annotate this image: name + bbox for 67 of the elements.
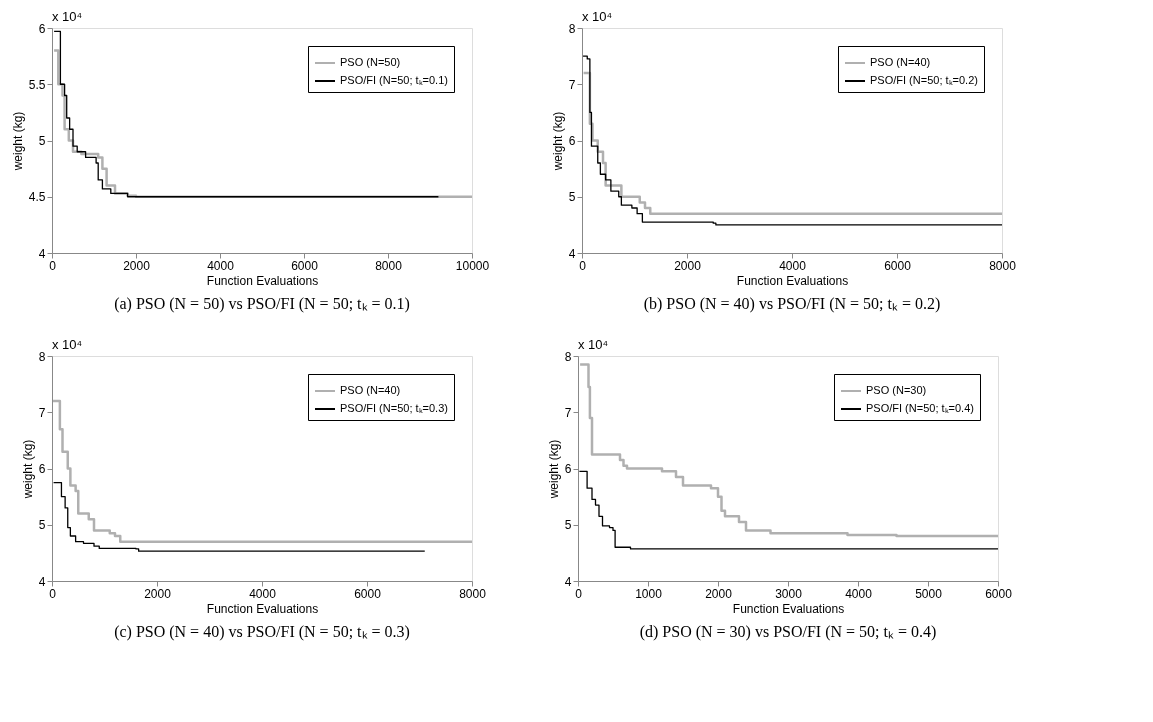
y-tick-label: 5.5 bbox=[28, 77, 46, 92]
x-tick-label: 4000 bbox=[207, 258, 235, 273]
x-tick-label: 1000 bbox=[635, 586, 663, 601]
y-tick-label: 4 bbox=[38, 574, 46, 589]
text: (d) PSO (N = 30) vs PSO/FI (N = 50; tₖ = 0.4) bbox=[639, 623, 937, 641]
y-tick-label: 5 bbox=[38, 518, 46, 533]
x-tick-label: 0 bbox=[575, 586, 583, 601]
legend-label: PSO/FI (N=50; tₖ=0.2) bbox=[870, 74, 978, 86]
x-tick-label: 2000 bbox=[144, 586, 172, 601]
x-tick-label: 4000 bbox=[249, 586, 277, 601]
x-tick-label: 0 bbox=[49, 586, 57, 601]
y-tick-label: 4 bbox=[568, 246, 576, 261]
y-tick-label: 8 bbox=[564, 349, 572, 364]
y-axis-title: weight (kg) bbox=[546, 439, 561, 500]
y-tick-label: 7 bbox=[564, 405, 572, 420]
y-axis-title: weight (kg) bbox=[20, 439, 35, 500]
x-tick-label: 4000 bbox=[779, 258, 807, 273]
y-tick-label: 6 bbox=[568, 134, 576, 148]
x-tick-label: 6000 bbox=[354, 586, 382, 601]
x-tick-label: 8000 bbox=[375, 258, 403, 273]
x-tick-label: 6000 bbox=[291, 258, 319, 273]
x-tick-label: 3000 bbox=[775, 586, 803, 601]
x-tick-label: 6000 bbox=[884, 258, 912, 273]
x-tick-label: 4000 bbox=[845, 586, 873, 601]
text: (a) PSO (N = 50) vs PSO/FI (N = 50; tₖ = 0.1) bbox=[114, 295, 410, 313]
legend-label: PSO/FI (N=50; tₖ=0.3) bbox=[340, 402, 448, 414]
x-tick-label: 2000 bbox=[674, 258, 702, 273]
y-tick-label: 4.5 bbox=[28, 190, 46, 205]
y-tick-label: 5 bbox=[568, 190, 576, 205]
y-tick-label: 8 bbox=[38, 349, 46, 364]
x-tick-label: 6000 bbox=[985, 586, 1013, 601]
x-tick-label: 8000 bbox=[989, 258, 1017, 273]
y-tick-label: 6 bbox=[38, 21, 46, 36]
x-axis-title: Function Evaluations bbox=[732, 601, 845, 616]
y-tick-label: 8 bbox=[568, 21, 576, 36]
y-tick-label: 5 bbox=[564, 518, 572, 533]
text: x 10⁴ bbox=[578, 337, 609, 352]
y-tick-label: 7 bbox=[568, 77, 576, 92]
x-axis-title: Function Evaluations bbox=[206, 273, 319, 288]
legend-label: PSO (N=40) bbox=[340, 384, 401, 396]
x-tick-label: 0 bbox=[49, 258, 57, 273]
y-axis-title: weight (kg) bbox=[10, 111, 25, 172]
x-tick-label: 8000 bbox=[459, 586, 487, 601]
y-tick-label: 5 bbox=[38, 134, 46, 148]
y-tick-label: 6 bbox=[38, 462, 46, 476]
y-tick-label: 6 bbox=[564, 462, 572, 476]
text: (b) PSO (N = 40) vs PSO/FI (N = 50; tₖ = 0.2) bbox=[643, 295, 941, 313]
x-tick-label: 2000 bbox=[705, 586, 733, 601]
y-tick-label: 4 bbox=[38, 246, 46, 261]
legend-label: PSO (N=40) bbox=[870, 56, 931, 68]
legend-label: PSO/FI (N=50; tₖ=0.1) bbox=[340, 74, 448, 86]
x-tick-label: 0 bbox=[579, 258, 587, 273]
legend-label: PSO (N=30) bbox=[866, 384, 927, 396]
x-tick-label: 10000 bbox=[455, 258, 490, 273]
y-tick-label: 7 bbox=[38, 405, 46, 420]
text: x 10⁴ bbox=[52, 337, 83, 352]
legend-label: PSO/FI (N=50; tₖ=0.4) bbox=[866, 402, 974, 414]
x-axis-title: Function Evaluations bbox=[206, 601, 319, 616]
y-axis-title: weight (kg) bbox=[550, 111, 565, 172]
x-tick-label: 2000 bbox=[123, 258, 151, 273]
text: x 10⁴ bbox=[52, 9, 83, 24]
x-axis-title: Function Evaluations bbox=[736, 273, 849, 288]
y-tick-label: 4 bbox=[564, 574, 572, 589]
legend-label: PSO (N=50) bbox=[340, 56, 401, 68]
x-tick-label: 5000 bbox=[915, 586, 943, 601]
text: x 10⁴ bbox=[582, 9, 613, 24]
text: (c) PSO (N = 40) vs PSO/FI (N = 50; tₖ = 0.3) bbox=[114, 623, 410, 641]
